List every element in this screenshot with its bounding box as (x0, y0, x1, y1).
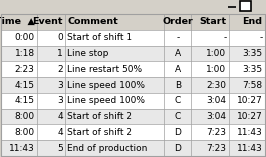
Text: 7:23: 7:23 (206, 144, 226, 153)
Bar (1, 77, 265, 93)
Text: -: - (223, 33, 226, 42)
Text: 7:58: 7:58 (242, 81, 263, 89)
Text: Start: Start (199, 17, 226, 26)
Text: Start of shift 2: Start of shift 2 (67, 128, 132, 137)
Text: End: End (243, 17, 263, 26)
Text: 4: 4 (57, 112, 63, 121)
Bar (1, 14, 265, 30)
Text: A: A (175, 49, 181, 58)
Bar (1, 93, 265, 109)
Bar (1, 109, 265, 125)
Text: Start of shift 1: Start of shift 1 (67, 33, 132, 42)
Bar (0, 0, 266, 14)
Text: 3:04: 3:04 (206, 96, 226, 105)
Text: 8:00: 8:00 (15, 128, 35, 137)
Text: Line stop: Line stop (67, 49, 109, 58)
Text: 10:27: 10:27 (237, 96, 263, 105)
Text: 3:04: 3:04 (206, 112, 226, 121)
Text: 11:43: 11:43 (237, 128, 263, 137)
Bar (1, 140, 265, 156)
Text: Start of shift 2: Start of shift 2 (67, 112, 132, 121)
Text: 2:23: 2:23 (15, 65, 35, 74)
Text: D: D (174, 128, 181, 137)
Bar (1, 30, 265, 46)
Text: 1:00: 1:00 (206, 49, 226, 58)
Text: 11:43: 11:43 (9, 144, 35, 153)
Text: 2:30: 2:30 (206, 81, 226, 89)
Text: Line speed 100%: Line speed 100% (67, 96, 146, 105)
Text: 1:00: 1:00 (206, 65, 226, 74)
Text: 4:15: 4:15 (15, 96, 35, 105)
Text: 1: 1 (57, 49, 63, 58)
Text: 7:23: 7:23 (206, 128, 226, 137)
Text: 3: 3 (57, 96, 63, 105)
Text: Event: Event (32, 17, 63, 26)
Text: 3:35: 3:35 (242, 49, 263, 58)
Text: B: B (175, 81, 181, 89)
Text: A: A (175, 65, 181, 74)
Bar (1, 61, 265, 77)
Text: 11:43: 11:43 (237, 144, 263, 153)
Text: 2: 2 (57, 65, 63, 74)
Text: Time  ▲: Time ▲ (0, 17, 35, 26)
Text: 3:35: 3:35 (242, 65, 263, 74)
Text: C: C (175, 112, 181, 121)
Text: 10:27: 10:27 (237, 112, 263, 121)
Bar (1, 46, 265, 61)
Text: 8:00: 8:00 (15, 112, 35, 121)
Bar (240, 1, 251, 11)
Text: Line speed 100%: Line speed 100% (67, 81, 146, 89)
Text: 4: 4 (57, 128, 63, 137)
Text: 0:00: 0:00 (15, 33, 35, 42)
Text: D: D (174, 144, 181, 153)
Text: Line restart 50%: Line restart 50% (67, 65, 143, 74)
Text: 0: 0 (57, 33, 63, 42)
Bar (1, 125, 265, 140)
Text: 4:15: 4:15 (15, 81, 35, 89)
Text: Order: Order (163, 17, 193, 26)
Text: C: C (175, 96, 181, 105)
Text: -: - (259, 33, 263, 42)
Text: 1:18: 1:18 (15, 49, 35, 58)
Text: 5: 5 (57, 144, 63, 153)
Text: End of production: End of production (67, 144, 148, 153)
Text: -: - (176, 33, 179, 42)
Text: Comment: Comment (67, 17, 118, 26)
Text: 3: 3 (57, 81, 63, 89)
